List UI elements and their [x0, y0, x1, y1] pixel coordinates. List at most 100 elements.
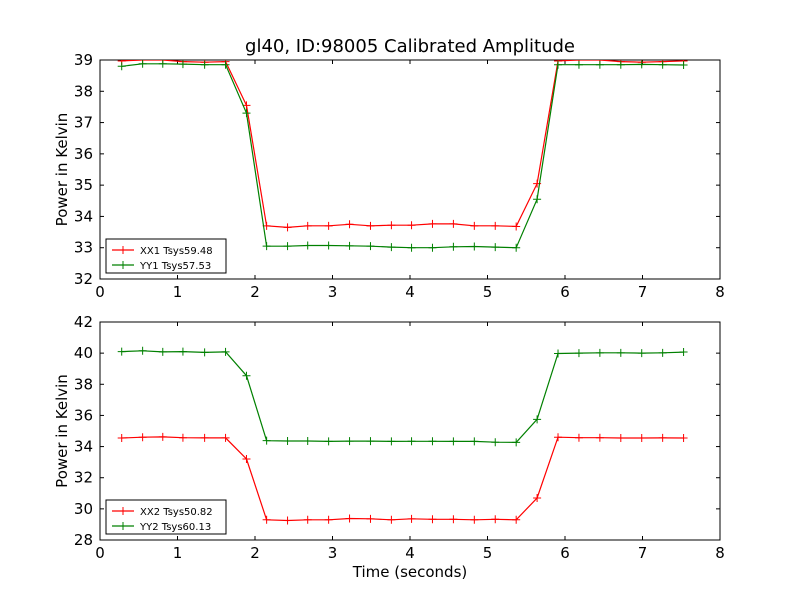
data-point [387, 515, 396, 524]
data-point [158, 347, 167, 356]
y-tick-label: 35 [74, 176, 93, 194]
data-point [428, 515, 437, 524]
series-line [121, 63, 684, 249]
x-tick-label: 5 [483, 283, 493, 301]
data-point [595, 60, 604, 69]
data-point [366, 437, 375, 446]
data-point [428, 219, 437, 228]
x-tick-label: 6 [560, 283, 570, 301]
data-point [283, 436, 292, 445]
x-tick-label: 5 [483, 544, 493, 562]
data-point [221, 433, 230, 442]
y-axis-label: Power in Kelvin [53, 113, 71, 227]
y-tick-label: 36 [74, 145, 93, 163]
data-point [158, 432, 167, 441]
data-point [200, 60, 209, 69]
series-2 [117, 60, 688, 252]
data-point [491, 243, 500, 252]
data-point [262, 515, 271, 524]
legend-swatch-marker [119, 246, 127, 254]
legend-label: XX2 Tsys50.82 [140, 507, 213, 518]
legend-box [105, 499, 227, 535]
x-tick-label: 8 [715, 544, 725, 562]
data-point [387, 243, 396, 252]
x-tick-label: 3 [328, 544, 338, 562]
y-tick-label: 40 [74, 344, 93, 362]
x-tick-label: 1 [173, 283, 183, 301]
x-tick-label: 1 [173, 544, 183, 562]
data-point [262, 436, 271, 445]
legend-label: YY1 Tsys57.53 [139, 261, 211, 272]
y-axis-label: Power in Kelvin [53, 374, 71, 488]
data-point [512, 222, 521, 231]
data-point [283, 223, 292, 232]
data-point [242, 455, 251, 464]
data-point [283, 242, 292, 251]
data-point [679, 348, 688, 357]
data-point [303, 221, 312, 230]
data-point [324, 437, 333, 446]
data-point [366, 242, 375, 251]
y-tick-label: 32 [74, 469, 93, 487]
data-point [554, 433, 563, 442]
x-tick-label: 2 [250, 283, 260, 301]
legend-box [105, 238, 227, 274]
series-2 [117, 346, 688, 447]
x-tick-label: 2 [250, 544, 260, 562]
data-point [407, 221, 416, 230]
data-point [242, 109, 251, 118]
x-tick-label: 4 [405, 283, 415, 301]
y-tick-label: 34 [74, 438, 93, 456]
data-point [637, 349, 646, 358]
y-tick-label: 37 [74, 114, 93, 132]
x-tick-label: 3 [328, 283, 338, 301]
data-point [387, 221, 396, 230]
y-tick-label: 32 [74, 270, 93, 288]
data-point [574, 349, 583, 358]
data-point [449, 219, 458, 228]
y-tick-label: 38 [74, 82, 93, 100]
data-point [428, 437, 437, 446]
data-point [554, 349, 563, 358]
data-point [637, 60, 646, 69]
data-point [679, 434, 688, 443]
series-1 [117, 432, 688, 525]
data-point [117, 434, 126, 443]
data-point [178, 347, 187, 356]
data-point [158, 60, 167, 68]
data-point [470, 515, 479, 524]
data-point [200, 348, 209, 357]
series-line [121, 350, 684, 444]
x-tick-label: 0 [95, 544, 105, 562]
data-point [366, 514, 375, 523]
data-point [407, 243, 416, 252]
data-point [387, 437, 396, 446]
data-point [491, 515, 500, 524]
data-point [138, 433, 147, 442]
data-point [345, 514, 354, 523]
data-point [533, 415, 542, 424]
data-point [428, 243, 437, 252]
data-point [449, 242, 458, 251]
y-tick-label: 36 [74, 406, 93, 424]
legend-label: XX1 Tsys59.48 [140, 246, 213, 257]
data-point [178, 60, 187, 69]
legend-swatch-marker [119, 507, 127, 515]
data-point [512, 438, 521, 447]
x-axis-label: Time (seconds) [352, 563, 468, 581]
x-tick-label: 7 [638, 283, 648, 301]
data-point [366, 221, 375, 230]
data-point [512, 243, 521, 252]
data-point [637, 434, 646, 443]
data-point [138, 346, 147, 355]
data-point [283, 516, 292, 525]
y-tick-label: 42 [74, 313, 93, 331]
x-tick-label: 0 [95, 283, 105, 301]
data-point [262, 242, 271, 251]
data-point [117, 347, 126, 356]
y-tick-label: 28 [74, 531, 93, 549]
data-point [533, 493, 542, 502]
